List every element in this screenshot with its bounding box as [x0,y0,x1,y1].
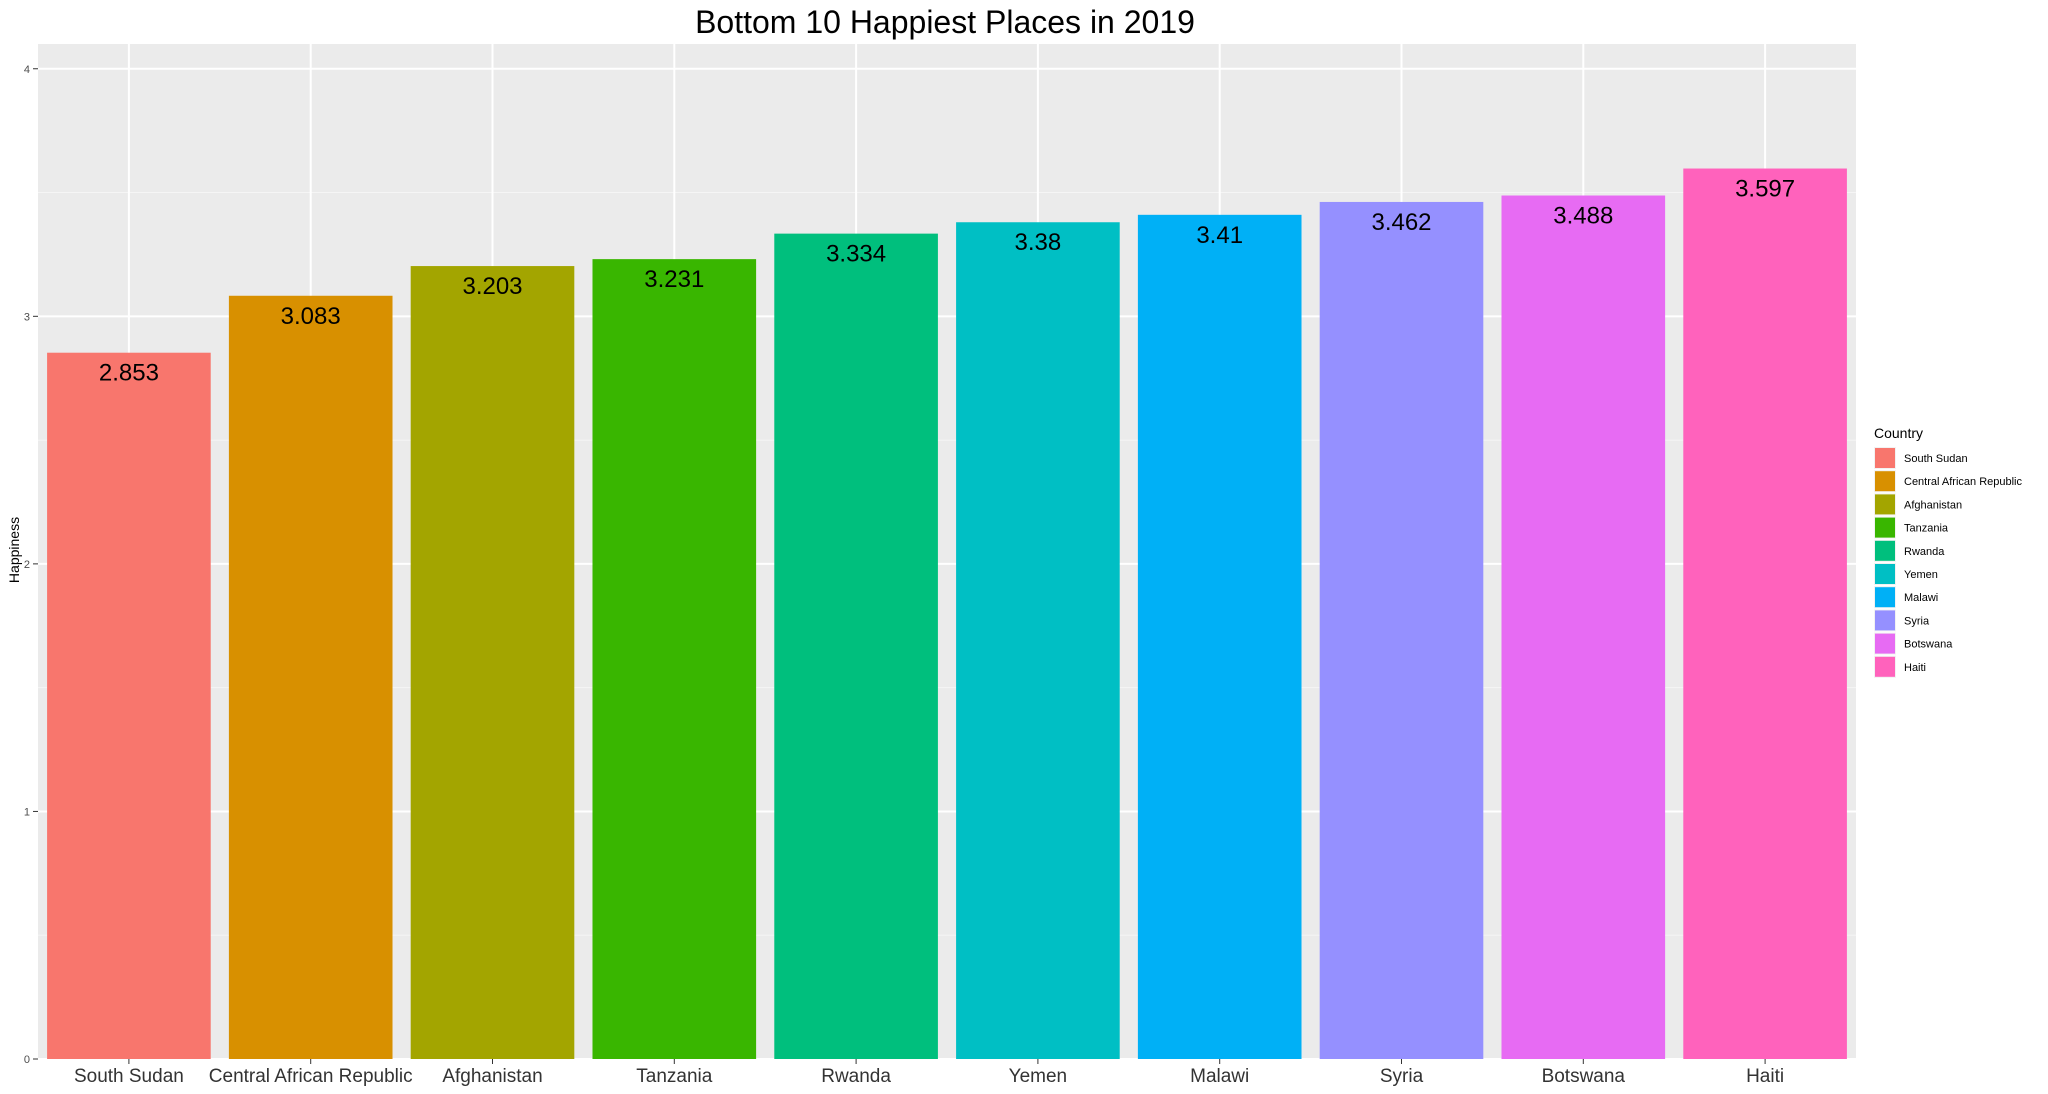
bar [228,295,393,1059]
x-tick-label: Malawi [1190,1066,1249,1087]
legend-label: Rwanda [1904,546,1945,558]
bar [956,222,1120,1059]
x-tick-label: Botswana [1542,1066,1626,1087]
bar [774,233,938,1059]
y-tick-label: 2 [24,559,30,571]
data-label: 3.38 [1015,229,1062,256]
x-tick-label: South Sudan [74,1066,184,1087]
legend-swatch [1875,540,1895,561]
legend-label: Botswana [1904,639,1953,651]
bar [47,352,211,1060]
data-label: 3.203 [462,273,522,300]
legend-swatch [1875,633,1895,654]
x-tick-label: Syria [1380,1066,1424,1087]
x-tick-label: Tanzania [636,1066,712,1087]
legend-label: Yemen [1904,569,1938,581]
bar [410,266,575,1059]
y-tick-label: 0 [24,1054,30,1066]
bar [592,259,757,1059]
legend-label: South Sudan [1904,453,1968,465]
legend-swatch [1875,610,1895,631]
legend-swatch [1875,517,1895,538]
bar [1501,195,1666,1059]
legend-swatch [1875,587,1895,608]
legend-label: Tanzania [1904,523,1949,535]
legend-label: Central African Republic [1904,476,2023,488]
data-label: 3.231 [644,266,704,293]
chart-title: Bottom 10 Happiest Places in 2019 [695,4,1195,40]
plot-area: 2.853 3.083 3.203 3.231 3.334 3.38 3.41 3.462 3.… [24,44,1856,1087]
y-tick-label: 4 [24,64,30,76]
legend-title: Country [1874,425,1923,441]
y-tick-label: 3 [24,311,30,323]
legend-swatch [1875,656,1895,677]
y-tick-label: 1 [24,806,30,818]
legend-swatch [1875,471,1895,492]
y-axis-label: Happiness [6,517,22,583]
bar [1319,201,1484,1059]
x-tick-label: Haiti [1746,1066,1784,1087]
data-label: 3.597 [1735,176,1795,203]
x-tick-label: Afghanistan [442,1066,542,1087]
data-label: 3.334 [826,241,886,268]
data-label: 2.853 [99,360,159,387]
bar [1137,214,1302,1059]
x-tick-label: Rwanda [821,1066,891,1087]
x-tick-label: Central African Republic [209,1066,413,1087]
x-tick-label: Yemen [1009,1066,1067,1087]
legend-label: Syria [1904,615,1930,627]
data-label: 3.41 [1196,222,1243,249]
legend-label: Haiti [1904,662,1926,674]
legend-label: Afghanistan [1904,499,1962,511]
legend-swatch [1875,564,1895,584]
legend-swatch [1875,494,1895,515]
legend-label: Malawi [1904,592,1938,604]
legend-swatch [1875,448,1895,468]
legend: Country South Sudan Central African Repub… [1874,425,2023,678]
data-label: 3.462 [1371,209,1431,236]
data-label: 3.083 [281,303,341,330]
bar [1683,168,1847,1059]
data-label: 3.488 [1553,203,1613,230]
